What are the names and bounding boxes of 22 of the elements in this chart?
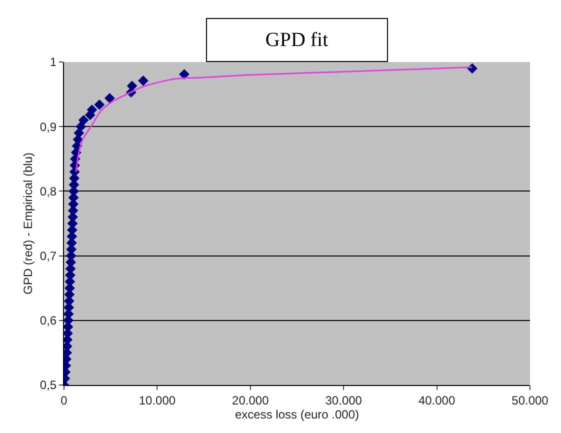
- point: [94, 99, 105, 110]
- point: [104, 92, 115, 104]
- y-axis-title: GPD (red) - Empirical (blu): [21, 152, 36, 295]
- point: [179, 69, 190, 80]
- x-tick-label: 30.000: [325, 393, 362, 408]
- x-tick-label: 0: [60, 393, 68, 408]
- x-tick-label: 10.000: [138, 393, 176, 408]
- x-tick-label: 50.000: [512, 393, 549, 408]
- x-axis-title: excess loss (euro .000): [234, 407, 360, 422]
- x-tick-label: 40.000: [418, 393, 456, 408]
- y-tick-label: 1: [50, 55, 57, 70]
- x-tick-label: 20.000: [232, 393, 270, 408]
- y-tick-label: 0,9: [40, 120, 57, 134]
- y-tick-label: 0,8: [40, 184, 57, 198]
- point: [78, 114, 89, 126]
- y-tick-label: 0,7: [40, 249, 57, 263]
- point: [138, 76, 148, 86]
- y-tick-label: 0,5: [40, 378, 57, 392]
- chart-title: GPD fit: [265, 29, 329, 51]
- point: [86, 104, 98, 115]
- y-tick-label: 0,6: [40, 314, 57, 328]
- point: [76, 121, 86, 132]
